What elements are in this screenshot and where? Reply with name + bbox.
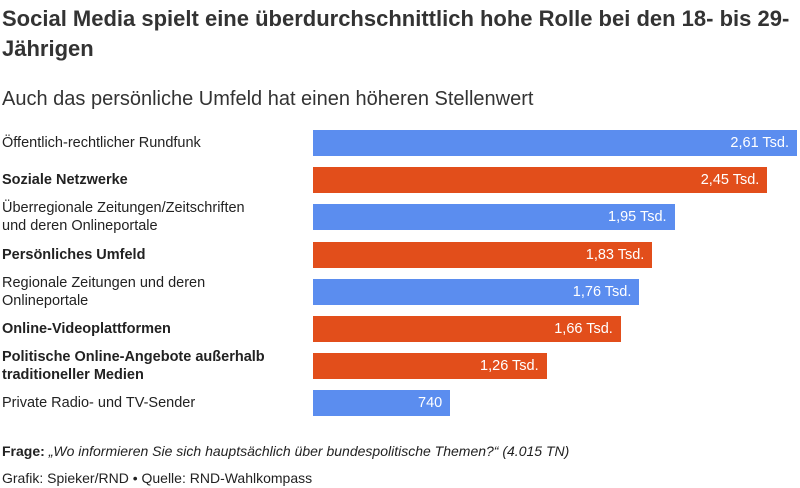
- category-label: Persönliches Umfeld: [2, 246, 146, 263]
- bar: [313, 167, 768, 194]
- source: Grafik: Spieker/RND • Quelle: RND-Wahlko…: [2, 470, 313, 486]
- value-label: 2,61 Tsd.: [730, 135, 789, 151]
- question-line: Frage: „Wo informieren Sie sich hauptsäc…: [2, 443, 569, 459]
- category-label: Öffentlich-rechtlicher Rundfunk: [2, 135, 201, 151]
- category-label: Soziale Netzwerke: [2, 172, 128, 189]
- bar: [313, 204, 675, 231]
- question: „Wo informieren Sie sich hauptsächlich ü…: [48, 443, 570, 459]
- value-label: 1,83 Tsd.: [585, 246, 645, 263]
- value-label: 2,45 Tsd.: [700, 172, 760, 189]
- bar: [313, 353, 547, 380]
- chart-subtitle: Auch das persönliche Umfeld hat einen hö…: [2, 88, 534, 110]
- bar: [313, 241, 653, 268]
- value-label: 1,26 Tsd.: [480, 358, 539, 375]
- category-label: Politische Online-Angebote außerhalb tra…: [2, 349, 265, 384]
- question-label: Frage:: [2, 443, 45, 459]
- category-label: Regionale Zeitungen und deren Onlineport…: [2, 274, 206, 309]
- value-label: 1,66 Tsd.: [554, 321, 613, 337]
- bar: [313, 278, 640, 305]
- value-label: 740: [418, 395, 443, 412]
- category-label: Private Radio- und TV-Sender: [2, 395, 196, 412]
- value-label: 1,95 Tsd.: [608, 209, 667, 226]
- chart-title: Social Media spielt eine überdurchschnit…: [2, 6, 790, 61]
- category-label: Überregionale Zeitungen/Zeitschriften un…: [2, 200, 245, 235]
- bar: [313, 390, 451, 417]
- bar: [313, 130, 797, 156]
- bar: [313, 316, 621, 342]
- category-label: Online-Videoplattformen: [2, 321, 171, 337]
- value-label: 1,76 Tsd.: [572, 283, 632, 300]
